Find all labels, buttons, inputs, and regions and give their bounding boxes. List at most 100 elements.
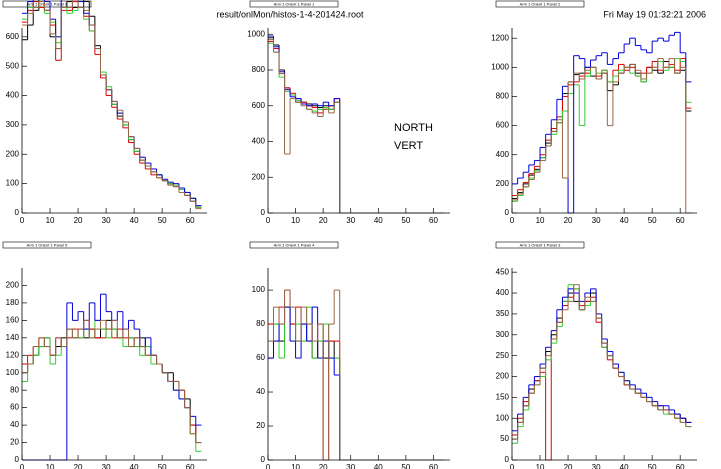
x-tick-label: 10 (536, 216, 545, 225)
panel-title: Arm 1 Orient 1 Panel 4 (274, 242, 315, 247)
y-tick-label: 450 (496, 267, 510, 276)
y-tick-label: 200 (6, 281, 20, 290)
y-tick-label: 0 (261, 208, 266, 217)
x-tick-label: 30 (346, 463, 355, 469)
x-tick-label: 50 (648, 216, 657, 225)
y-tick-label: 140 (6, 333, 20, 342)
x-tick-label: 10 (46, 216, 55, 225)
panel-title: Arm 1 Orient 1 Panel 5 (27, 242, 68, 247)
x-tick-label: 50 (401, 463, 410, 469)
x-tick-label: 0 (20, 463, 25, 469)
x-tick-label: 0 (266, 463, 271, 469)
x-tick-label: 20 (74, 463, 83, 469)
y-tick-label: 200 (496, 179, 510, 188)
x-tick-label: 50 (158, 216, 167, 225)
x-tick-label: 10 (291, 216, 300, 225)
x-tick-label: 60 (186, 463, 195, 469)
y-tick-label: 0 (15, 455, 20, 464)
y-tick-label: 120 (6, 350, 20, 359)
x-tick-label: 30 (592, 463, 601, 469)
y-tick-label: 80 (10, 385, 19, 394)
x-tick-label: 50 (401, 216, 410, 225)
title-box (495, 241, 585, 249)
y-tick-label: 600 (252, 101, 266, 110)
y-tick-label: 160 (6, 315, 20, 324)
y-tick-label: 500 (6, 61, 20, 70)
title-box (249, 0, 339, 8)
y-tick-label: 60 (256, 353, 265, 362)
x-tick-label: 40 (620, 216, 629, 225)
x-tick-label: 40 (130, 216, 139, 225)
x-tick-label: 10 (291, 463, 300, 469)
x-tick-label: 10 (536, 463, 545, 469)
y-tick-label: 20 (256, 421, 265, 430)
y-tick-label: 400 (496, 150, 510, 159)
title-box (2, 0, 92, 8)
y-tick-label: 400 (496, 288, 510, 297)
x-tick-label: 20 (564, 463, 573, 469)
y-tick-label: 800 (496, 92, 510, 101)
x-tick-label: 50 (648, 463, 657, 469)
y-tick-label: 80 (256, 319, 265, 328)
y-tick-label: 1200 (491, 33, 509, 42)
y-tick-label: 180 (6, 298, 20, 307)
x-tick-label: 0 (266, 216, 271, 225)
x-tick-label: 40 (620, 463, 629, 469)
x-tick-label: 40 (374, 463, 383, 469)
y-tick-label: 800 (252, 65, 266, 74)
y-tick-label: 1000 (491, 62, 509, 71)
y-tick-label: 40 (256, 387, 265, 396)
y-tick-label: 250 (496, 351, 510, 360)
title-box (495, 0, 585, 8)
title-box (249, 241, 339, 249)
x-tick-label: 60 (429, 463, 438, 469)
y-tick-label: 350 (496, 309, 510, 318)
y-tick-label: 600 (6, 32, 20, 41)
y-tick-label: 0 (505, 455, 510, 464)
y-tick-label: 0 (505, 208, 510, 217)
x-tick-label: 40 (374, 216, 383, 225)
panel-title: Arm 1 Orient 1 Panel 2 (520, 1, 561, 6)
y-tick-label: 300 (496, 330, 510, 339)
y-tick-label: 400 (252, 137, 266, 146)
x-tick-label: 20 (319, 463, 328, 469)
x-tick-label: 30 (102, 463, 111, 469)
label-north: NORTH (394, 122, 433, 134)
panel-title: Arm 1 Orient 1 Panel 1 (274, 1, 315, 6)
y-tick-label: 150 (496, 393, 510, 402)
y-tick-label: 40 (10, 420, 19, 429)
x-tick-label: 60 (429, 216, 438, 225)
y-tick-label: 600 (496, 121, 510, 130)
y-tick-label: 0 (15, 208, 20, 217)
x-tick-label: 20 (564, 216, 573, 225)
y-tick-label: 400 (6, 91, 20, 100)
x-tick-label: 0 (510, 463, 515, 469)
y-tick-label: 100 (496, 413, 510, 422)
x-tick-label: 0 (20, 216, 25, 225)
y-tick-label: 100 (252, 285, 266, 294)
x-tick-label: 60 (676, 463, 685, 469)
y-tick-label: 100 (6, 179, 20, 188)
x-tick-label: 50 (158, 463, 167, 469)
y-tick-label: 50 (500, 434, 509, 443)
x-tick-label: 30 (346, 216, 355, 225)
panel-title: Arm 1 Orient 1 Panel 0 (27, 1, 68, 6)
x-tick-label: 20 (74, 216, 83, 225)
date: Fri May 19 01:32:21 2006 (603, 9, 706, 19)
x-tick-label: 10 (46, 463, 55, 469)
y-tick-label: 300 (6, 120, 20, 129)
x-tick-label: 40 (130, 463, 139, 469)
x-tick-label: 20 (319, 216, 328, 225)
y-tick-label: 200 (496, 372, 510, 381)
y-tick-label: 100 (6, 368, 20, 377)
y-tick-label: 20 (10, 438, 19, 447)
x-tick-label: 0 (510, 216, 515, 225)
file-name: result/onlMon/histos-1-4-201424.root (216, 9, 364, 19)
y-tick-label: 200 (6, 149, 20, 158)
y-tick-label: 0 (261, 455, 266, 464)
x-tick-label: 60 (186, 216, 195, 225)
label-vert: VERT (394, 140, 423, 152)
y-tick-label: 1000 (247, 29, 265, 38)
